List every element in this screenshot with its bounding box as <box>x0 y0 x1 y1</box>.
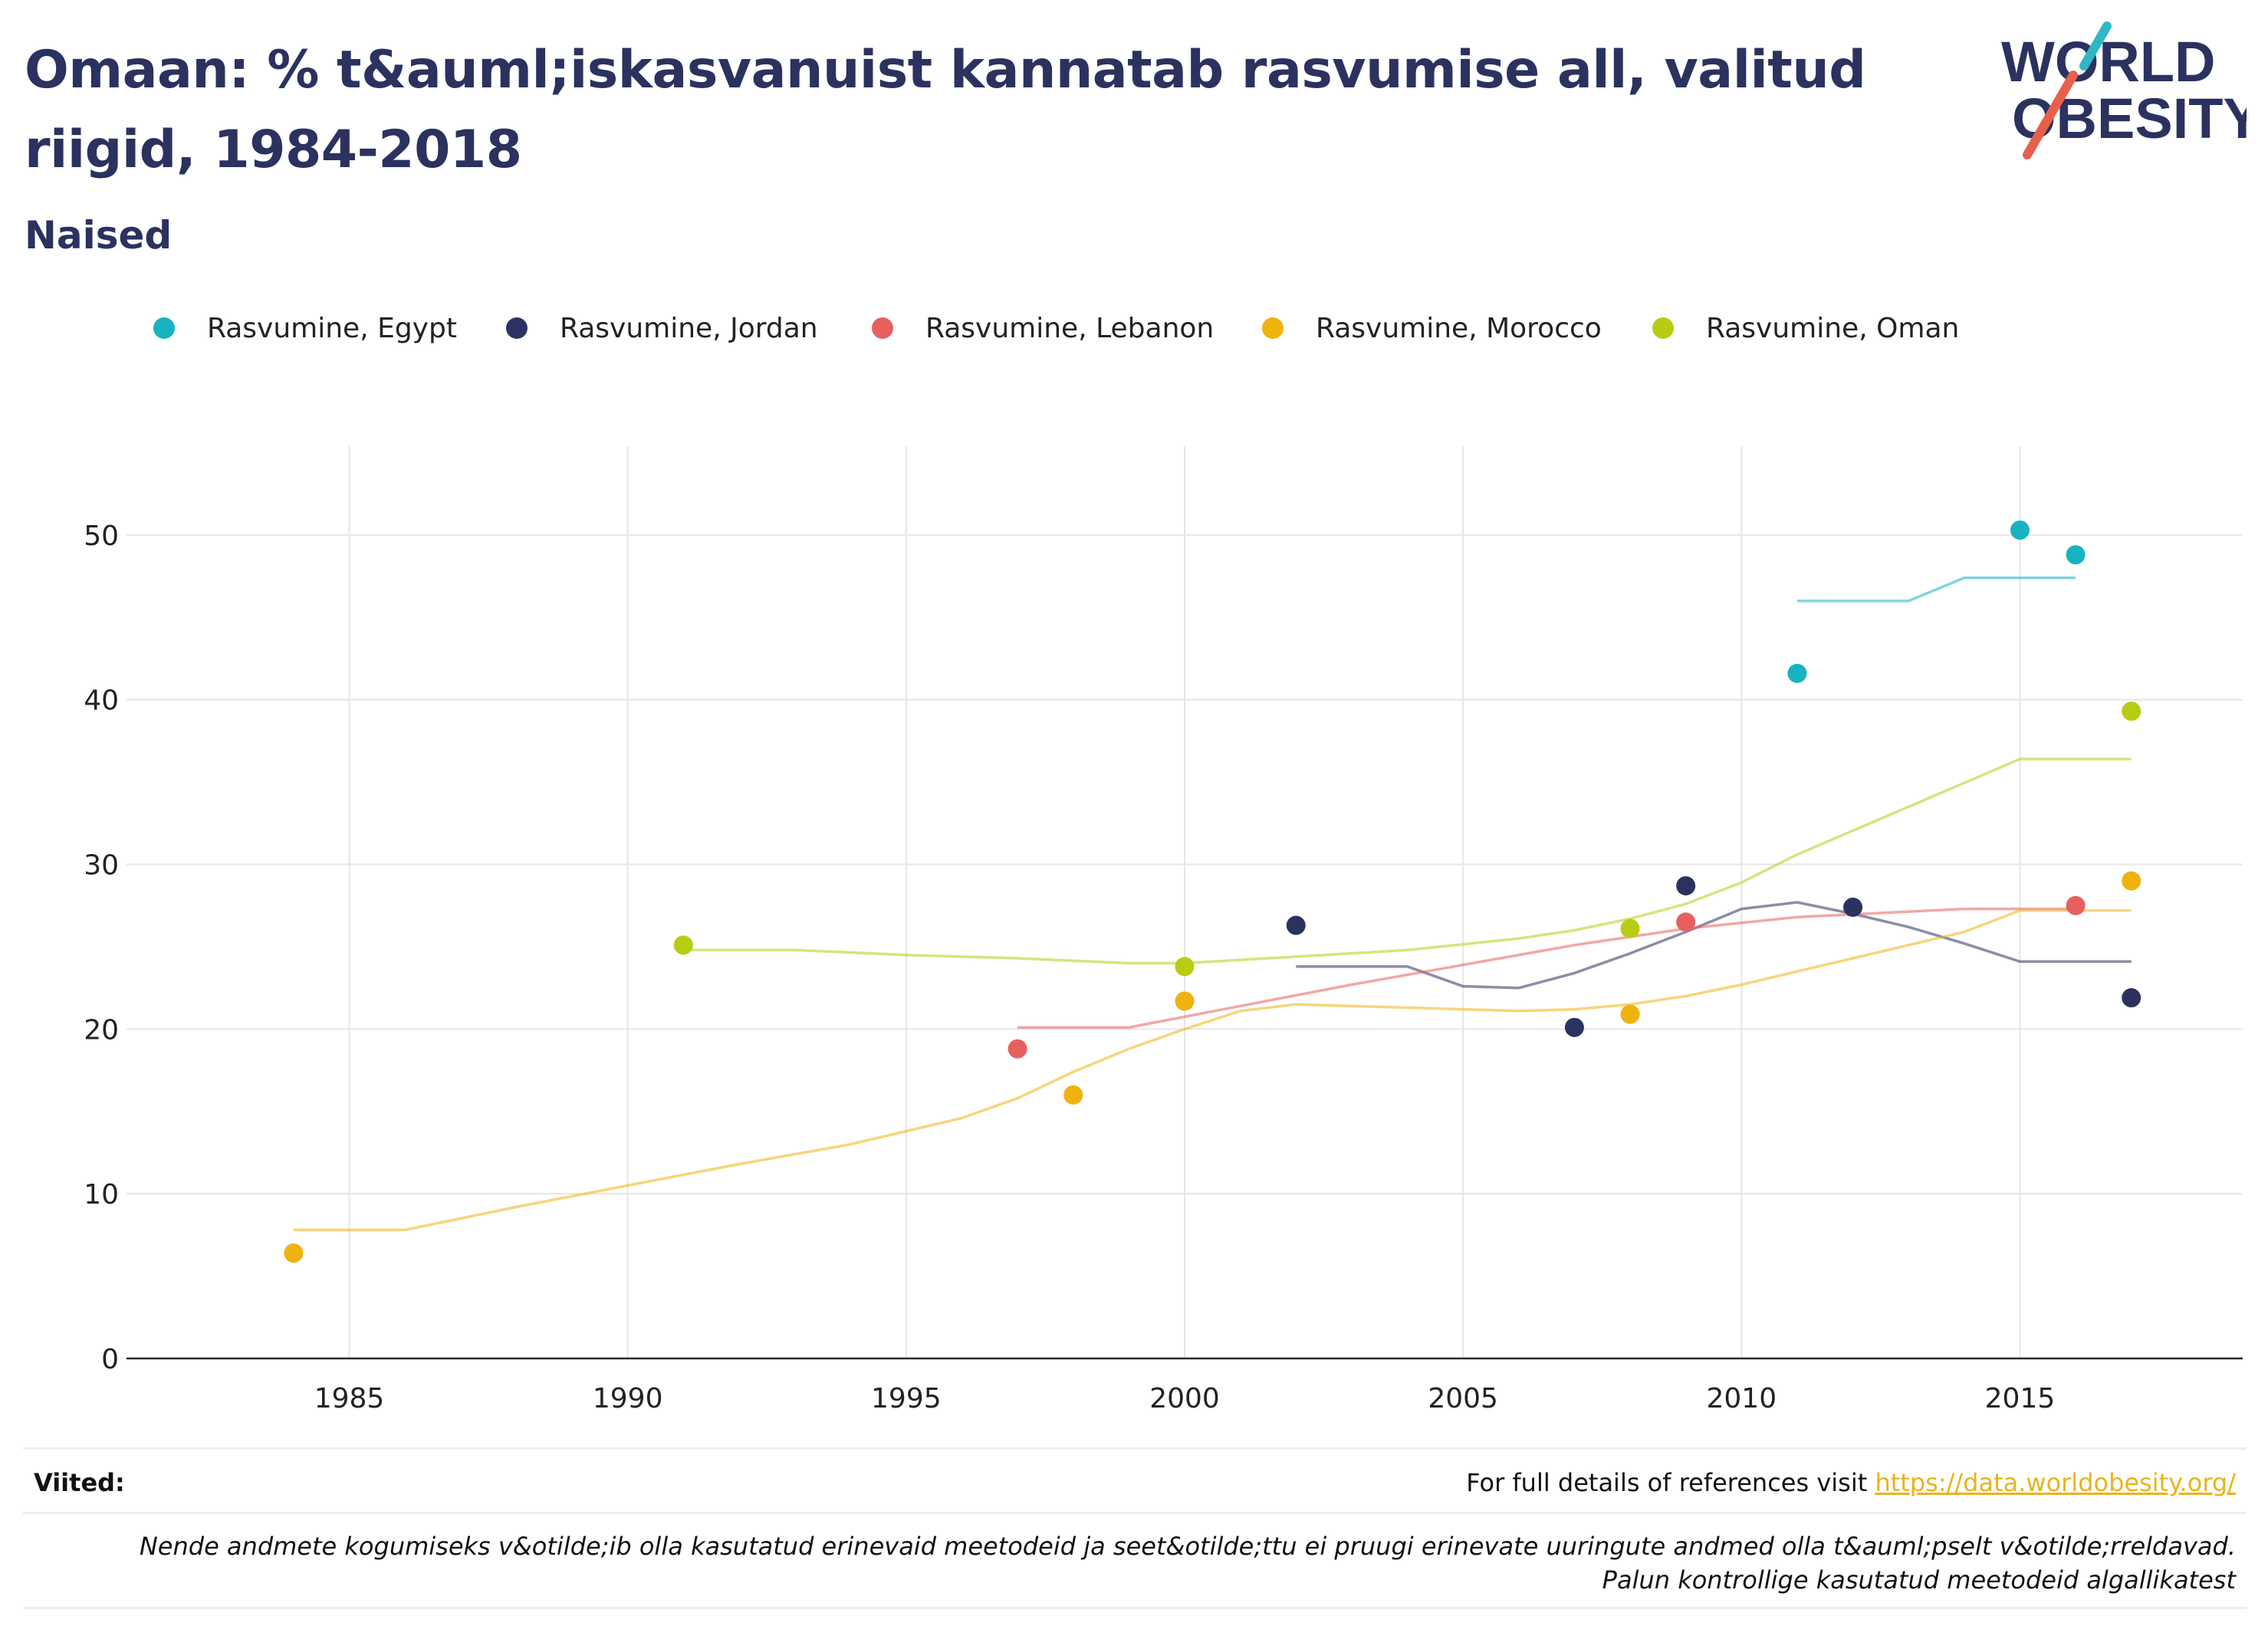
data-point <box>1620 1004 1640 1024</box>
chart-plot: 1985 1990 1995 2000 2005 2010 2015 0 10 20 30 40 50 <box>84 446 2243 1414</box>
x-tick-label: 1985 <box>314 1383 385 1414</box>
y-tick-label: 50 <box>84 521 119 552</box>
legend-item[interactable]: Rasvumine, Egypt <box>153 305 457 351</box>
data-point <box>1676 912 1696 932</box>
references-label: Viited: <box>34 1468 125 1497</box>
data-point <box>2066 545 2086 565</box>
legend-label: Rasvumine, Oman <box>1706 312 1960 344</box>
logo-text-world: WORLD <box>2001 30 2216 94</box>
references-link[interactable]: https://data.worldobesity.org/ <box>1875 1468 2236 1497</box>
y-tick-label: 0 <box>101 1344 119 1375</box>
y-tick-label: 30 <box>84 850 119 882</box>
footer-divider-bottom <box>23 1607 2247 1609</box>
x-tick-label: 2000 <box>1149 1383 1220 1414</box>
data-point <box>2122 871 2141 891</box>
legend-item[interactable]: Rasvumine, Jordan <box>506 305 818 351</box>
trend-line <box>1296 901 2132 990</box>
footer-divider-middle <box>23 1512 2247 1514</box>
world-obesity-logo: WORLD OBESITY <box>2001 21 2247 159</box>
legend-item[interactable]: Rasvumine, Morocco <box>1262 305 1602 351</box>
data-point <box>1676 875 1696 895</box>
data-point <box>1286 915 1306 935</box>
legend-label: Rasvumine, Jordan <box>560 312 818 344</box>
x-tick-label: 2015 <box>1985 1383 2056 1414</box>
x-tick-label: 1990 <box>593 1383 663 1414</box>
data-point <box>1007 1039 1027 1059</box>
data-point <box>1843 897 1863 917</box>
legend-item[interactable]: Rasvumine, Oman <box>1652 305 1959 351</box>
data-point <box>1175 957 1195 977</box>
legend-marker <box>153 317 175 339</box>
logo-slash-teal <box>2079 21 2112 71</box>
methodology-note: Nende andmete kogumiseks v&otilde;ib oll… <box>139 1532 2236 1595</box>
legend-label: Rasvumine, Lebanon <box>925 312 1215 344</box>
legend-item[interactable]: Rasvumine, Lebanon <box>872 305 1214 351</box>
legend-marker <box>1652 317 1674 339</box>
data-point <box>284 1243 304 1263</box>
legend-marker <box>872 317 893 339</box>
x-tick-label: 1995 <box>871 1383 942 1414</box>
legend-label: Rasvumine, Morocco <box>1316 312 1602 344</box>
y-tick-label: 40 <box>84 685 119 717</box>
legend-marker <box>1262 317 1284 339</box>
trend-line <box>293 908 2132 1232</box>
logo-slash-red <box>2023 71 2078 159</box>
x-tick-label: 2005 <box>1428 1383 1498 1414</box>
trend-line <box>1017 907 2076 1029</box>
x-tick-label: 2010 <box>1707 1383 1777 1414</box>
legend-label: Rasvumine, Egypt <box>207 312 457 344</box>
references-prefix: For full details of references visit <box>1466 1468 1875 1497</box>
footer-divider-top <box>23 1447 2247 1450</box>
references-text: For full details of references visit htt… <box>1466 1468 2236 1497</box>
data-point <box>2066 895 2086 915</box>
data-point <box>1175 991 1195 1011</box>
legend-marker <box>506 317 528 339</box>
data-point <box>1787 663 1807 683</box>
chart-subtitle: Naised <box>25 213 173 258</box>
data-point <box>2010 520 2030 540</box>
data-point <box>1564 1017 1584 1037</box>
y-tick-label: 20 <box>84 1014 119 1046</box>
data-point <box>1620 918 1640 938</box>
data-point <box>2122 701 2141 721</box>
y-tick-label: 10 <box>84 1179 119 1210</box>
data-point <box>1063 1085 1083 1105</box>
trend-line <box>683 757 2132 965</box>
data-point <box>673 935 693 955</box>
data-point <box>2122 988 2141 1008</box>
trend-line <box>1796 576 2076 603</box>
chart-title: Omaan: % t&auml;iskasvanuist kannatab ra… <box>25 40 1866 180</box>
